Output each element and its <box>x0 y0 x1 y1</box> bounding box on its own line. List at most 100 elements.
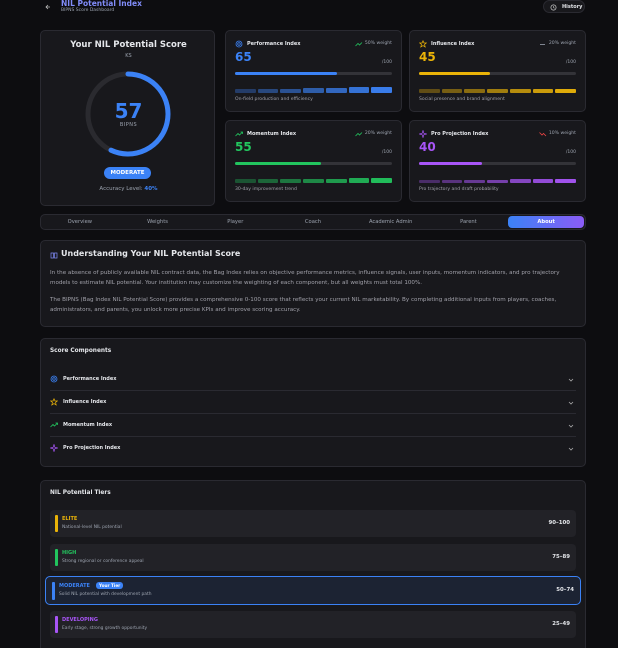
icon <box>419 40 427 48</box>
trend-bar <box>348 87 370 93</box>
trend-bar <box>509 88 531 93</box>
trend-bar <box>441 89 463 93</box>
weight-trend-icon <box>540 44 545 45</box>
tier-name: DEVELOPING <box>62 616 98 623</box>
tab-label: Overview <box>67 219 93 225</box>
component-name: Performance Index <box>63 376 117 382</box>
icon <box>50 398 58 406</box>
trend-bar <box>235 179 256 183</box>
trend-bar <box>509 179 531 183</box>
tiers-card: NIL Potential Tiers ELITE National-level … <box>40 480 586 648</box>
index-value: 40 <box>419 140 436 154</box>
trend-bar <box>280 88 302 93</box>
arrow <box>539 132 547 137</box>
tab[interactable]: Coach <box>275 216 351 228</box>
weight-trend-icon <box>355 132 363 137</box>
tab[interactable]: Player <box>197 216 273 228</box>
icon <box>235 40 243 48</box>
index-card: Pro Projection Index 10% weight 40/100 Pro … <box>409 120 586 202</box>
tier-description: Early stage, strong growth opportunity <box>62 625 148 631</box>
component-name: Pro Projection Index <box>63 445 121 451</box>
trend-bar <box>487 179 508 183</box>
index-value: 65 <box>235 50 252 64</box>
trend-bar <box>280 178 302 183</box>
tab[interactable]: Weights <box>120 216 196 228</box>
tab[interactable]: Academic Admin <box>353 216 429 228</box>
tier-name: MODERATE <box>59 583 90 589</box>
index-value: 55 <box>235 140 252 154</box>
trend-bar <box>348 178 370 183</box>
about-card: Understanding Your NIL Potential Score I… <box>40 240 586 327</box>
back-button[interactable] <box>44 3 52 11</box>
page-title: NIL Potential Index <box>61 0 142 8</box>
trend-bar <box>325 87 347 93</box>
trend-bar <box>325 178 347 183</box>
history-button[interactable]: History <box>543 0 585 13</box>
trend-bar <box>532 179 554 183</box>
arrow <box>355 42 363 47</box>
chevron-path <box>568 378 574 382</box>
trend-bar <box>464 179 486 183</box>
page-subtitle: BIPNS Score Dashboard <box>61 8 115 13</box>
index-name: Influence Index <box>431 40 475 47</box>
index-description: 30-day improvement trend <box>235 187 297 192</box>
index-description: Social presence and brand alignment <box>419 97 505 102</box>
index-name: Performance Index <box>247 40 301 47</box>
tab-label: About <box>537 219 555 225</box>
trend-bar <box>555 179 576 183</box>
tab[interactable]: Parent <box>431 216 507 228</box>
icon <box>419 130 427 138</box>
trend-bar <box>257 179 279 183</box>
tier-description: Solid NIL potential with development pat… <box>59 592 152 597</box>
history-label: History <box>562 3 583 10</box>
trend-bar <box>555 88 576 93</box>
trend-bar <box>303 88 324 93</box>
component-row[interactable]: Momentum Index <box>50 416 576 437</box>
trend-bar <box>441 179 463 183</box>
gauge <box>85 71 171 157</box>
tier-badge: MODERATE <box>104 167 151 179</box>
component-row[interactable]: Influence Index <box>50 393 576 414</box>
component-row[interactable]: Performance Index <box>50 370 576 391</box>
chevron-path <box>568 401 574 405</box>
chevron-path <box>568 424 574 428</box>
score-value: 57 <box>114 99 143 123</box>
index-card: Influence Index 20% weight 45/100 Social pr… <box>409 30 586 112</box>
trend-bar <box>464 89 486 93</box>
index-name: Pro Projection Index <box>431 130 489 137</box>
trend-bar <box>257 88 279 93</box>
components-title: Score Components <box>50 348 112 354</box>
trend-bar <box>532 88 554 93</box>
index-out-of: /100 <box>565 60 576 65</box>
tier-range: 25–49 <box>552 620 570 627</box>
trend-bar <box>419 89 440 93</box>
component-row[interactable]: Pro Projection Index <box>50 439 576 459</box>
components-card: Score Components Performance Index Influe… <box>40 338 586 467</box>
tier-range: 90–100 <box>548 520 570 526</box>
initials: KS <box>125 53 132 59</box>
tab[interactable]: About <box>508 216 584 228</box>
score-title: Your NIL Potential Score <box>70 40 187 50</box>
tab[interactable]: Overview <box>42 216 118 228</box>
trend-bar <box>371 178 392 183</box>
chevron <box>568 424 574 428</box>
tiers-title: NIL Potential Tiers <box>50 490 111 496</box>
index-description: On-field production and efficiency <box>235 97 313 102</box>
weight-trend-icon <box>539 132 547 137</box>
arrow <box>355 132 363 137</box>
tier-row: ELITE National-level NIL potential 90–100 <box>50 510 576 537</box>
index-card: Performance Index 50% weight 65/100 On-fiel… <box>225 30 402 112</box>
progress-track <box>419 72 576 75</box>
accuracy-value: 40% <box>144 186 158 192</box>
tier-range: 75–89 <box>552 553 570 560</box>
tab-label: Academic Admin <box>368 219 413 225</box>
trend-bar <box>487 88 508 93</box>
score-card: Your NIL Potential Score KS 57 BIPNS MOD… <box>40 30 215 206</box>
about-paragraph: In the absence of publicly available NIL… <box>50 270 560 286</box>
accuracy: Accuracy Level: 40% <box>41 186 216 192</box>
icon <box>50 375 58 383</box>
chevron <box>568 401 574 405</box>
trend-bar <box>371 87 392 93</box>
trend-bar <box>419 179 440 183</box>
chevron-path <box>568 447 574 451</box>
